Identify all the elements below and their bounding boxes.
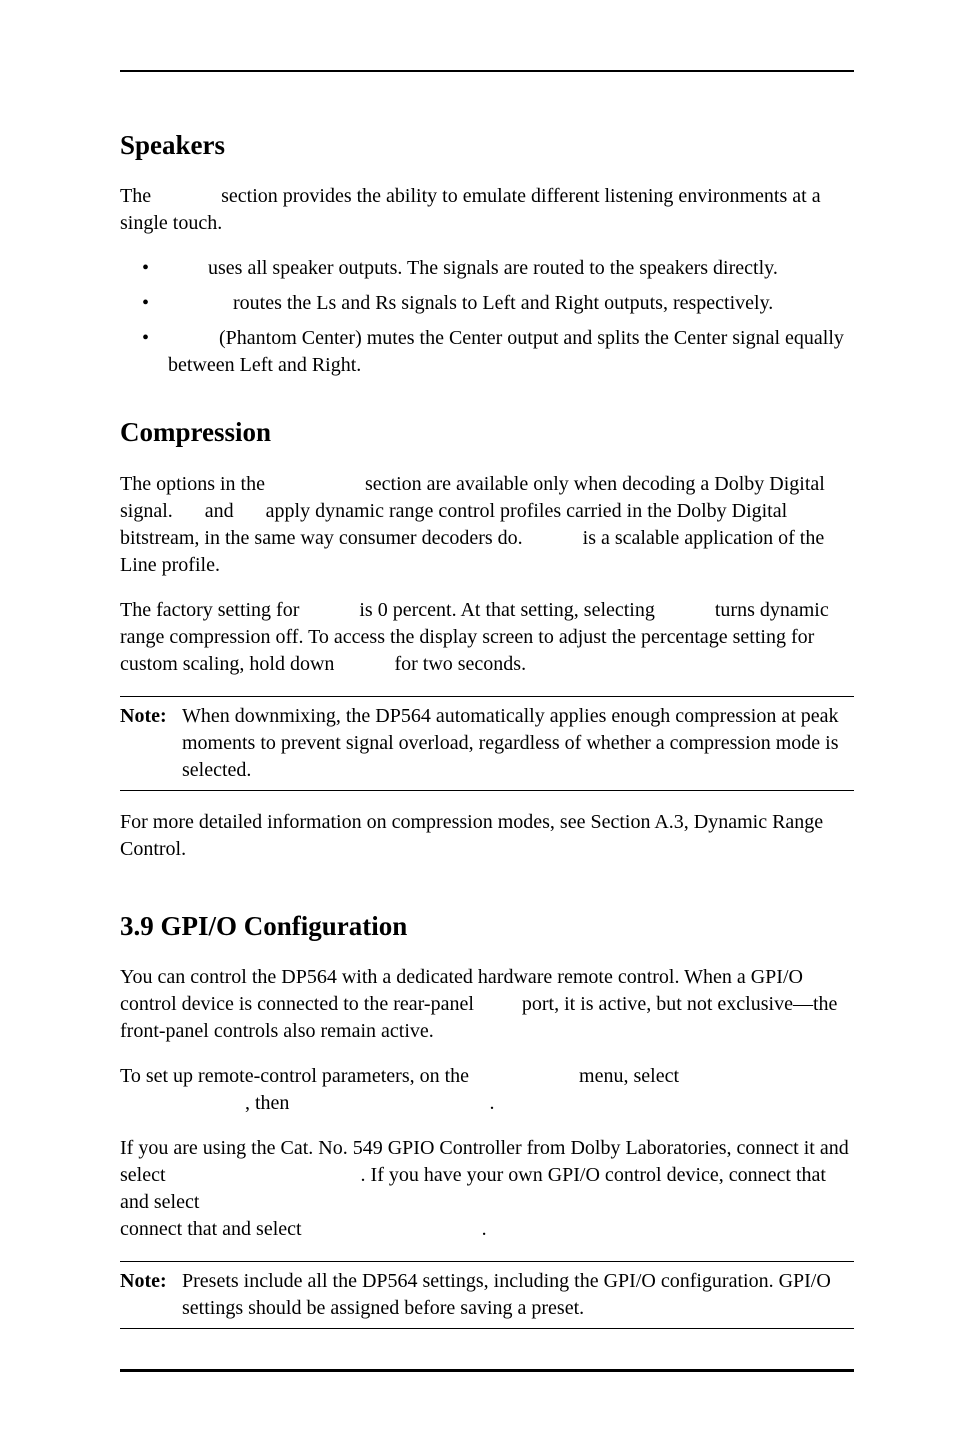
text-fragment: uses all speaker outputs. The signals ar… — [208, 257, 778, 279]
note-body: When downmixing, the DP564 automatically… — [182, 703, 854, 784]
compression-heading: Compression — [120, 414, 854, 450]
note-label: Note: — [120, 703, 182, 784]
text-fragment: for two seconds. — [394, 653, 526, 675]
page: Speakers The section provides the abilit… — [0, 0, 954, 1432]
text-fragment: section provides the ability to emulate … — [120, 185, 821, 234]
note-body: Presets include all the DP564 settings, … — [182, 1268, 854, 1322]
text-fragment: . — [489, 1092, 494, 1114]
gpio-note: Note: Presets include all the DP564 sett… — [120, 1261, 854, 1329]
text-fragment: The options in the — [120, 473, 270, 495]
text-fragment: To set up remote-control parameters, on … — [120, 1065, 474, 1087]
list-item: uses all speaker outputs. The signals ar… — [120, 255, 854, 282]
compression-p3: For more detailed information on compres… — [120, 809, 854, 863]
note-label: Note: — [120, 1268, 182, 1322]
gpio-p1: You can control the DP564 with a dedicat… — [120, 964, 854, 1045]
text-fragment: (Phantom Center) mutes the Center output… — [168, 327, 844, 376]
text-fragment: and — [205, 500, 239, 522]
gpio-p2: To set up remote-control parameters, on … — [120, 1063, 854, 1117]
speakers-heading: Speakers — [120, 127, 854, 163]
text-fragment: . If you have your own GPI/O control dev… — [120, 1164, 826, 1213]
list-item: routes the Ls and Rs signals to Left and… — [120, 290, 854, 317]
text-fragment: routes the Ls and Rs signals to Left and… — [233, 292, 773, 314]
gpio-p3: If you are using the Cat. No. 549 GPIO C… — [120, 1135, 854, 1243]
text-fragment: menu, select — [579, 1065, 679, 1087]
text-fragment: is 0 percent. At that setting, selecting — [359, 599, 660, 621]
speakers-intro: The section provides the ability to emul… — [120, 183, 854, 237]
speakers-bullets: uses all speaker outputs. The signals ar… — [120, 255, 854, 379]
compression-note: Note: When downmixing, the DP564 automat… — [120, 696, 854, 791]
list-item: (Phantom Center) mutes the Center output… — [120, 325, 854, 379]
text-fragment: The factory setting for — [120, 599, 304, 621]
text-fragment: The — [120, 185, 156, 207]
text-fragment: , then — [245, 1092, 294, 1114]
gpio-heading: 3.9 GPI/O Configuration — [120, 908, 854, 944]
page-top-rule — [120, 70, 854, 72]
compression-p2: The factory setting for is 0 percent. At… — [120, 597, 854, 678]
text-fragment: . — [482, 1218, 487, 1240]
text-fragment: connect that and select — [120, 1218, 307, 1240]
compression-p1: The options in the section are available… — [120, 471, 854, 579]
page-bottom-rule — [120, 1369, 854, 1372]
